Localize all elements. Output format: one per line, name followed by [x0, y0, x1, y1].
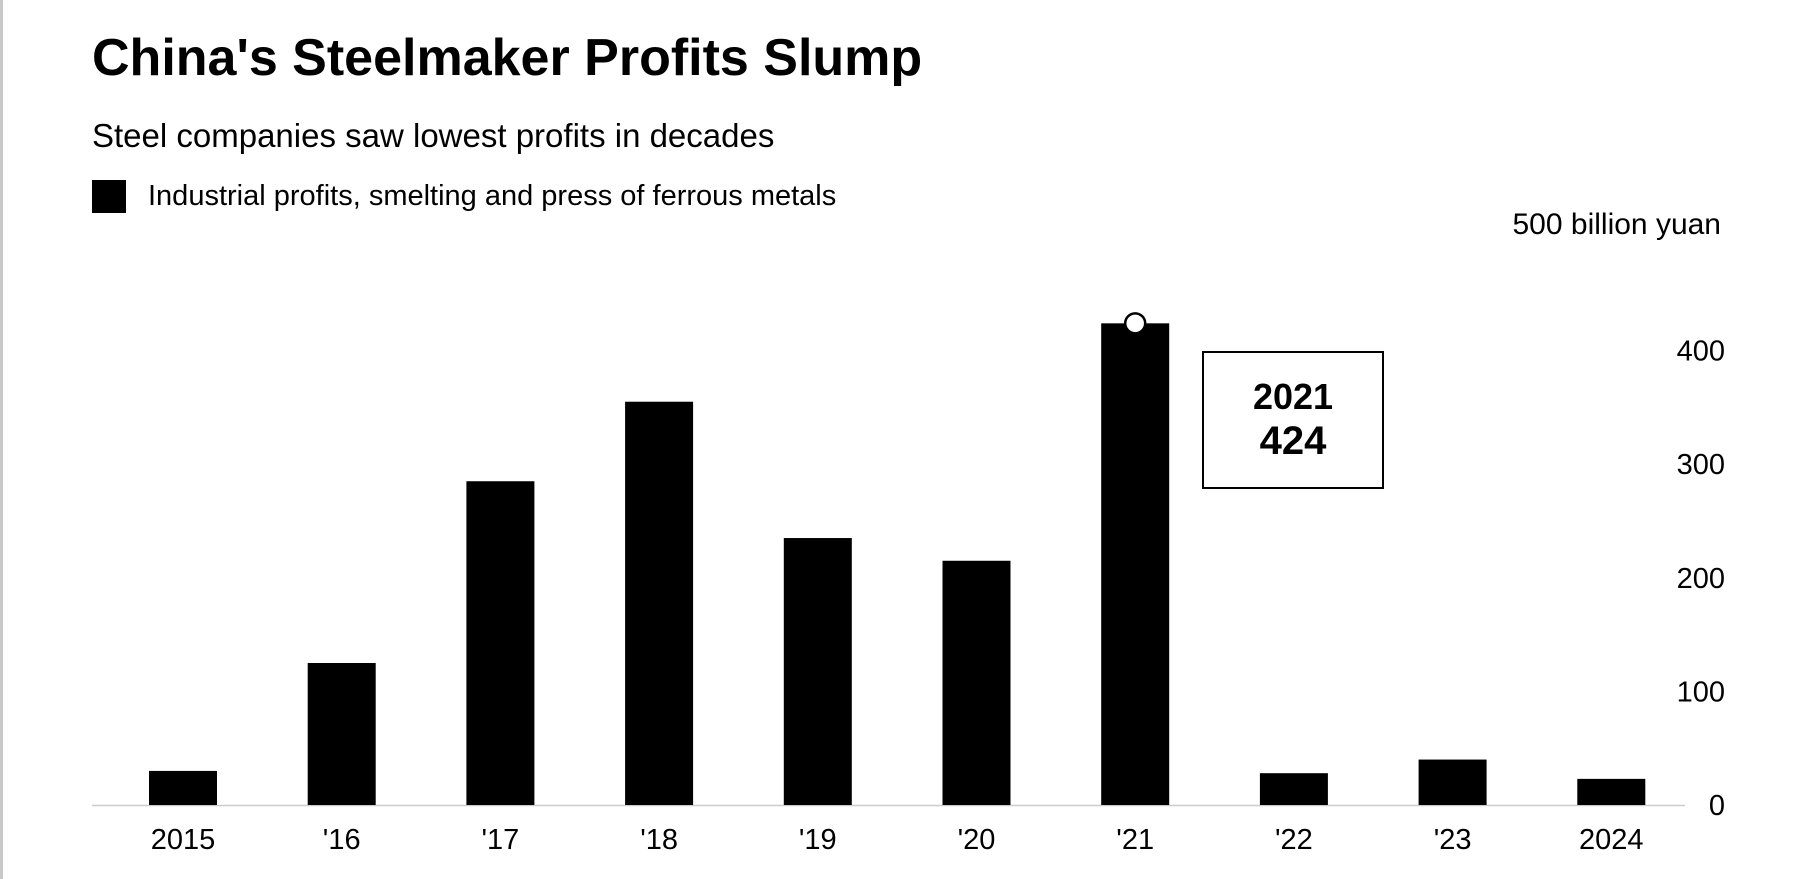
x-tick-label: '23 [1434, 824, 1472, 856]
chart-subtitle: Steel companies saw lowest profits in de… [92, 117, 775, 154]
x-tick-label: '19 [799, 824, 837, 856]
y-tick-label: 300 [1677, 449, 1725, 481]
y-axis-unit-label: 500 billion yuan [1512, 208, 1722, 241]
x-tick-label: '16 [323, 824, 361, 856]
x-tick-label: '20 [958, 824, 996, 856]
bar-1 [149, 770, 217, 805]
legend-label: Industrial profits, smelting and press o… [148, 180, 837, 212]
highlight-marker [1123, 312, 1147, 335]
bar-3 [466, 481, 535, 805]
y-tick-label: 400 [1677, 336, 1725, 368]
y-tick-label: 0 [1709, 790, 1725, 822]
bar-10 [1577, 778, 1646, 805]
chart-title: China's Steelmaker Profits Slump [92, 29, 923, 87]
bar-8 [1259, 773, 1328, 805]
bar-6 [942, 560, 1011, 805]
bar-4 [625, 401, 694, 805]
x-tick-label: 2015 [151, 824, 216, 856]
legend-swatch [92, 180, 126, 213]
x-tick-label: '18 [640, 824, 678, 856]
x-tick-label: '21 [1116, 824, 1154, 856]
x-tick-label: '17 [482, 824, 520, 856]
y-tick-label: 200 [1677, 563, 1725, 595]
callout-box [1202, 351, 1384, 489]
legend: Industrial profits, smelting and press o… [92, 180, 836, 213]
x-tick-label: 2024 [1579, 824, 1644, 856]
left-border [0, 0, 3, 879]
x-tick-label: '22 [1275, 824, 1313, 856]
bar-7 [1101, 323, 1170, 805]
bar-9 [1418, 759, 1487, 805]
y-tick-label: 100 [1677, 676, 1725, 708]
bar-5 [783, 538, 852, 805]
bar-2 [307, 663, 376, 805]
callout-value: 424 [1260, 419, 1327, 463]
callout-year: 2021 [1253, 376, 1333, 417]
